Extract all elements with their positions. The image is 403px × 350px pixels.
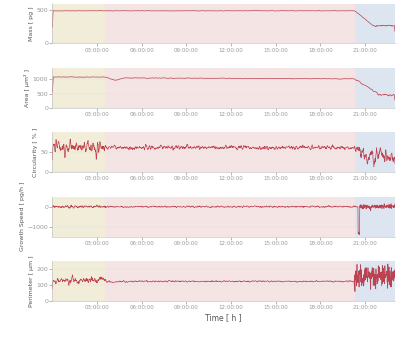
Bar <box>355 197 403 237</box>
Bar <box>355 68 403 108</box>
Bar <box>106 68 355 108</box>
Y-axis label: Circularity [ % ]: Circularity [ % ] <box>33 128 38 177</box>
Bar <box>355 261 403 301</box>
Bar <box>355 4 403 43</box>
Bar <box>355 132 403 172</box>
Bar <box>52 132 106 172</box>
Y-axis label: Perimeter [ μm ]: Perimeter [ μm ] <box>29 255 34 307</box>
Y-axis label: Area [ μm² ]: Area [ μm² ] <box>24 69 30 107</box>
Y-axis label: Mass [ pg ]: Mass [ pg ] <box>29 6 34 41</box>
X-axis label: Time [ h ]: Time [ h ] <box>206 313 242 322</box>
Bar <box>52 261 106 301</box>
Bar <box>106 132 355 172</box>
Bar <box>106 4 355 43</box>
Y-axis label: Growth Speed [ pg/h ]: Growth Speed [ pg/h ] <box>20 182 25 251</box>
Bar <box>106 261 355 301</box>
Bar <box>52 197 106 237</box>
Bar <box>106 197 355 237</box>
Bar <box>52 68 106 108</box>
Bar <box>52 4 106 43</box>
